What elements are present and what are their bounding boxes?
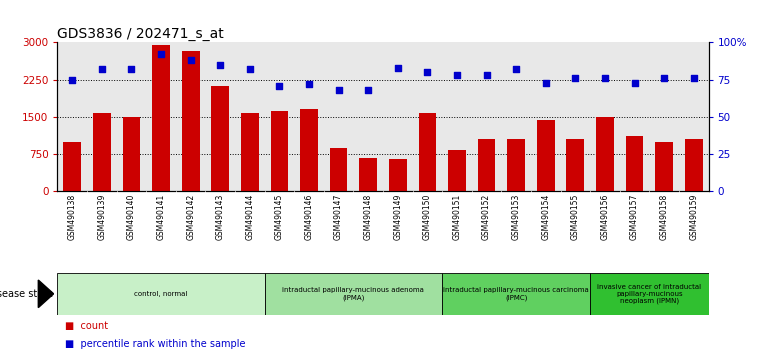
Bar (93, 113, 111, 191)
Point (540, 80, 552, 85)
Bar (685, 139, 702, 191)
Point (126, 67, 138, 72)
Bar (241, 113, 259, 191)
Bar (64, 142, 81, 191)
Point (66, 77, 78, 82)
Text: GSM490143: GSM490143 (216, 194, 224, 240)
Point (391, 65, 404, 70)
Point (421, 69, 434, 75)
Text: GSM490149: GSM490149 (393, 194, 402, 240)
Text: ■  percentile rank within the sample: ■ percentile rank within the sample (65, 339, 246, 349)
Bar (507, 139, 525, 191)
Bar (418, 113, 437, 191)
Point (599, 75, 611, 81)
Point (451, 72, 463, 78)
Bar (264, 273, 442, 315)
Text: GSM490152: GSM490152 (482, 194, 491, 240)
Text: invasive cancer of intraductal
papillary-mucinous
neoplasm (IPMN): invasive cancer of intraductal papillary… (597, 284, 702, 304)
Point (96, 67, 108, 72)
Text: GSM490144: GSM490144 (245, 194, 254, 240)
Text: disease state: disease state (0, 289, 54, 299)
Text: GSM490148: GSM490148 (364, 194, 373, 240)
Point (510, 67, 522, 72)
Bar (596, 117, 614, 191)
Text: GSM490140: GSM490140 (127, 194, 136, 240)
Bar (567, 139, 584, 191)
Bar (655, 142, 673, 191)
Text: GSM490154: GSM490154 (542, 194, 550, 240)
Bar (389, 159, 407, 191)
Text: GSM490146: GSM490146 (305, 194, 313, 240)
Point (214, 62, 227, 68)
Bar (300, 109, 318, 191)
Text: GSM490151: GSM490151 (453, 194, 461, 240)
Text: GSM490138: GSM490138 (67, 194, 77, 240)
Point (688, 75, 700, 81)
Point (362, 87, 375, 93)
Bar (270, 112, 288, 191)
Text: GSM490142: GSM490142 (186, 194, 195, 240)
Point (273, 83, 286, 88)
Bar (448, 149, 466, 191)
Bar (211, 86, 229, 191)
Text: intraductal papillary-mucinous adenoma
(IPMA): intraductal papillary-mucinous adenoma (… (283, 287, 424, 301)
Text: GSM490141: GSM490141 (156, 194, 165, 240)
Text: GSM490159: GSM490159 (689, 194, 699, 240)
Text: GSM490153: GSM490153 (512, 194, 521, 240)
Point (480, 72, 493, 78)
Bar (478, 139, 496, 191)
Polygon shape (38, 280, 54, 308)
Bar (182, 51, 199, 191)
Text: GSM490157: GSM490157 (630, 194, 639, 240)
Text: GDS3836 / 202471_s_at: GDS3836 / 202471_s_at (57, 28, 224, 41)
Text: ■  count: ■ count (65, 321, 108, 331)
Bar (329, 148, 348, 191)
Point (303, 81, 315, 87)
Point (185, 57, 197, 63)
Bar (537, 120, 555, 191)
Text: GSM490158: GSM490158 (660, 194, 669, 240)
Bar (123, 117, 140, 191)
Point (628, 80, 640, 85)
Text: control, normal: control, normal (134, 291, 188, 297)
Bar (359, 159, 377, 191)
Text: GSM490150: GSM490150 (423, 194, 432, 240)
Bar (152, 45, 170, 191)
Text: intraductal papillary-mucinous carcinoma
(IPMC): intraductal papillary-mucinous carcinoma… (444, 287, 589, 301)
Point (658, 75, 670, 81)
Bar (626, 136, 643, 191)
Text: GSM490145: GSM490145 (275, 194, 284, 240)
Point (155, 52, 167, 57)
Point (569, 75, 581, 81)
Text: GSM490139: GSM490139 (97, 194, 106, 240)
Point (244, 67, 256, 72)
Bar (590, 273, 709, 315)
Point (332, 87, 345, 93)
Bar (442, 273, 590, 315)
Text: GSM490147: GSM490147 (334, 194, 343, 240)
Bar (57, 273, 264, 315)
Text: GSM490155: GSM490155 (571, 194, 580, 240)
Text: GSM490156: GSM490156 (601, 194, 610, 240)
